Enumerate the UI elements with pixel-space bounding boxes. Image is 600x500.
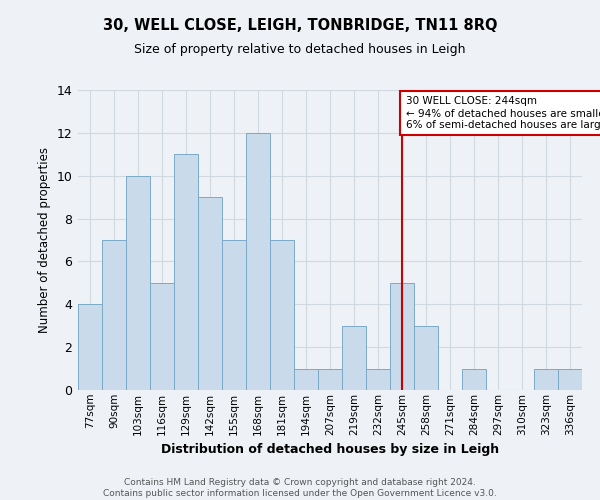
Bar	[270, 240, 294, 390]
Text: 30, WELL CLOSE, LEIGH, TONBRIDGE, TN11 8RQ: 30, WELL CLOSE, LEIGH, TONBRIDGE, TN11 8…	[103, 18, 497, 32]
Bar	[414, 326, 438, 390]
Y-axis label: Number of detached properties: Number of detached properties	[38, 147, 51, 333]
Bar	[102, 240, 126, 390]
Text: Size of property relative to detached houses in Leigh: Size of property relative to detached ho…	[134, 42, 466, 56]
Bar	[462, 368, 486, 390]
Text: 30 WELL CLOSE: 244sqm
← 94% of detached houses are smaller (81)
6% of semi-detac: 30 WELL CLOSE: 244sqm ← 94% of detached …	[406, 96, 600, 130]
Bar	[150, 283, 174, 390]
Text: Contains HM Land Registry data © Crown copyright and database right 2024.
Contai: Contains HM Land Registry data © Crown c…	[103, 478, 497, 498]
Bar	[126, 176, 150, 390]
Bar	[558, 368, 582, 390]
Bar	[246, 133, 270, 390]
X-axis label: Distribution of detached houses by size in Leigh: Distribution of detached houses by size …	[161, 443, 499, 456]
Bar	[222, 240, 246, 390]
Bar	[174, 154, 198, 390]
Bar	[366, 368, 390, 390]
Bar	[78, 304, 102, 390]
Bar	[390, 283, 414, 390]
Bar	[342, 326, 366, 390]
Bar	[198, 197, 222, 390]
Bar	[294, 368, 318, 390]
Bar	[318, 368, 342, 390]
Bar	[534, 368, 558, 390]
